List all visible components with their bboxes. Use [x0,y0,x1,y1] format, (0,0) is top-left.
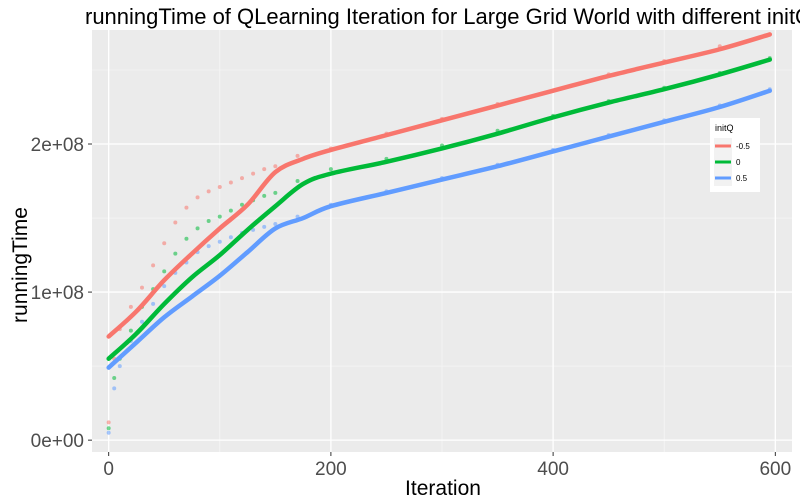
point-series-2 [251,227,256,232]
legend-title: initQ [715,123,734,133]
point-series-0 [140,285,144,290]
point-series-2 [162,284,167,289]
legend-label: -0.5 [736,142,750,151]
point-series-2 [217,239,222,244]
x-tick-label: 0 [103,459,114,480]
point-series-0 [273,164,278,169]
legend: initQ-0.5 0 0.5 [710,118,760,192]
point-series-2 [206,244,211,249]
point-series-0 [128,304,133,309]
point-series-0 [195,195,200,200]
point-series-2 [262,224,267,229]
x-tick-label: 600 [759,459,791,480]
point-series-0 [184,205,189,210]
point-series-2 [117,364,122,369]
point-series-2 [106,430,111,435]
point-series-2 [112,386,117,391]
grid-lines [92,30,792,452]
point-series-1 [240,202,244,207]
y-tick-label: 0e+00 [31,431,84,452]
y-tick-label: 1e+08 [31,283,84,304]
point-series-0 [240,176,244,181]
axes: 0 200 400 600 0e+00 1e+08 2e+08 [31,135,792,480]
y-tick-label: 2e+08 [31,135,84,156]
x-tick-label: 200 [315,459,347,480]
point-series-2 [151,301,156,306]
point-series-1 [262,193,267,198]
point-series-1 [295,179,300,184]
point-series-0 [173,220,178,225]
series-line-2 [106,88,773,370]
smooth-lines [106,32,773,370]
x-axis-title: Iteration [405,477,481,500]
point-series-1 [162,269,167,274]
point-series-0 [162,241,167,246]
point-series-1 [173,251,178,256]
point-series-1 [217,214,222,219]
chart-title: runningTime of QLearning Iteration for L… [85,4,800,29]
point-series-0 [262,167,267,172]
point-series-0 [251,171,256,176]
point-series-1 [273,190,278,195]
point-series-1 [206,219,211,224]
y-axis-title: runningTime [9,207,32,323]
point-series-1 [128,328,133,333]
point-series-0 [295,153,300,158]
point-series-1 [195,226,200,231]
point-series-2 [228,235,233,240]
series-line-0 [106,32,773,339]
legend-label: 0.5 [736,174,748,183]
point-series-1 [112,375,117,380]
point-series-0 [206,189,211,194]
point-series-1 [228,208,233,213]
x-tick-label: 400 [537,459,569,480]
point-series-1 [184,236,189,241]
point-series-0 [228,180,233,185]
point-series-1 [106,426,111,431]
point-series-0 [217,184,222,189]
point-series-0 [106,420,111,425]
legend-label: 0 [736,158,741,167]
point-series-2 [273,221,278,226]
point-series-0 [151,263,156,268]
point-series-1 [328,167,333,172]
point-series-2 [140,319,144,324]
series-line-1 [106,57,773,361]
